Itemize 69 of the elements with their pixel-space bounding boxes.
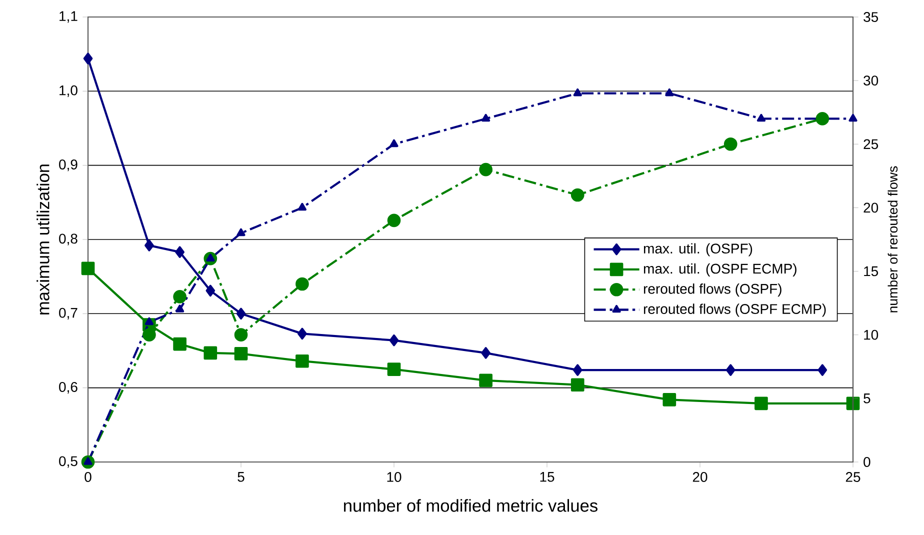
point (572, 364, 582, 376)
y2-tick-label: 30 (864, 76, 878, 86)
point (296, 277, 309, 291)
point (234, 347, 248, 360)
point (204, 346, 218, 360)
y2-tick-label: 0 (864, 457, 870, 467)
point (481, 347, 490, 359)
point (142, 328, 156, 342)
point (570, 188, 584, 202)
legend-label: max. util. (OSPF ECMP) (644, 263, 796, 276)
point (724, 137, 738, 151)
point (236, 228, 246, 236)
point (144, 240, 154, 252)
point (81, 262, 95, 276)
point (83, 52, 93, 64)
point (296, 354, 309, 368)
point (234, 328, 248, 342)
point (756, 114, 766, 122)
point (298, 328, 307, 340)
point (144, 317, 154, 326)
y-tick-label: 0,7 (59, 308, 78, 320)
point (816, 112, 830, 126)
y-tick-label: 0,9 (59, 160, 78, 172)
x-axis-title: number of modified metric values (344, 499, 598, 512)
point (818, 364, 828, 376)
x-tick-label: 15 (540, 472, 554, 482)
y2-tick-label: 5 (864, 394, 870, 404)
legend-label: rerouted flows (OSPF) (644, 284, 782, 297)
point (173, 290, 186, 304)
y-tick-label: 0,8 (59, 234, 78, 246)
point (387, 362, 401, 376)
point (573, 88, 582, 96)
point (846, 396, 860, 410)
point (754, 396, 768, 410)
point (175, 246, 184, 258)
y2-tick-label: 35 (864, 12, 878, 22)
y-tick-label: 1,1 (60, 11, 78, 23)
point (236, 308, 246, 320)
x-tick-label: 10 (387, 472, 402, 482)
point (387, 214, 401, 228)
y2-axis-title: number of rerouted flows (888, 166, 898, 312)
x-tick-label: 5 (238, 472, 244, 482)
y2-tick-label: 10 (864, 330, 878, 340)
y2-tick-label: 25 (864, 139, 878, 150)
legend-label: rerouted flows (OSPF ECMP) (644, 304, 826, 317)
y-tick-label: 0,6 (59, 382, 78, 394)
point (206, 284, 216, 297)
y-tick-label: 0,5 (59, 456, 78, 468)
point (173, 337, 186, 351)
y2-tick-label: 20 (864, 202, 878, 213)
y-axis-title: maximum utilization (36, 164, 50, 314)
point (848, 114, 858, 122)
x-tick-label: 20 (692, 472, 708, 482)
point (662, 393, 676, 406)
point (570, 378, 584, 392)
point (665, 88, 674, 96)
legend-label: max. util. (OSPF) (644, 243, 752, 256)
point (389, 334, 399, 346)
point (726, 364, 736, 376)
point (176, 304, 184, 312)
point (479, 162, 492, 176)
point (390, 139, 398, 148)
y2-tick-label: 15 (864, 266, 878, 276)
y-tick-label: 1,0 (60, 85, 78, 97)
x-tick-label: 25 (846, 472, 860, 482)
point (298, 202, 307, 211)
point (479, 374, 492, 388)
point (482, 114, 490, 122)
x-tick-label: 0 (84, 472, 92, 482)
